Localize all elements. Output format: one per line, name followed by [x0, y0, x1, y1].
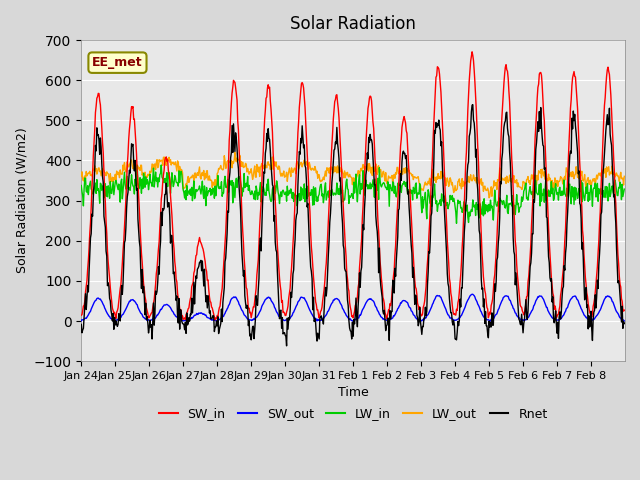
LW_out [289, 169, 297, 175]
LW_in [269, 186, 276, 192]
LW_in [242, 183, 250, 189]
X-axis label: Time: Time [338, 386, 369, 399]
LW_in [452, 220, 460, 226]
Line: SW_in: SW_in [81, 52, 624, 320]
SW_in [440, 153, 447, 158]
LW_in [157, 162, 165, 168]
LW_out [440, 174, 447, 180]
LW_in [620, 186, 628, 192]
LW_in [440, 200, 447, 205]
LW_out [77, 173, 85, 179]
Rnet [241, 293, 249, 299]
Rnet [289, 271, 297, 277]
SW_in [211, 317, 219, 323]
SW_out [620, 318, 628, 324]
SW_in [410, 253, 417, 259]
SW_in [242, 275, 250, 280]
LW_out [269, 154, 276, 160]
Y-axis label: Solar Radiation (W/m2): Solar Radiation (W/m2) [15, 128, 28, 274]
LW_in [410, 184, 417, 190]
SW_out [349, 318, 356, 324]
Rnet [620, 321, 628, 326]
LW_out [231, 150, 239, 156]
SW_in [620, 307, 628, 313]
SW_out [268, 299, 276, 304]
Rnet [77, 322, 85, 327]
LW_out [620, 173, 628, 179]
LW_in [141, 184, 149, 190]
LW_out [485, 195, 493, 201]
Rnet [283, 343, 291, 348]
SW_in [77, 312, 85, 318]
SW_in [289, 240, 297, 246]
SW_out [241, 312, 249, 318]
Text: EE_met: EE_met [92, 56, 143, 69]
Rnet [410, 264, 417, 270]
SW_out [440, 301, 447, 307]
Line: Rnet: Rnet [81, 105, 624, 346]
Line: LW_out: LW_out [81, 153, 624, 198]
Title: Solar Radiation: Solar Radiation [290, 15, 416, 33]
Rnet [440, 195, 447, 201]
SW_out [289, 312, 296, 318]
Legend: SW_in, SW_out, LW_in, LW_out, Rnet: SW_in, SW_out, LW_in, LW_out, Rnet [154, 403, 552, 425]
SW_in [269, 129, 276, 135]
Line: LW_in: LW_in [81, 165, 624, 223]
Line: SW_out: SW_out [81, 294, 624, 321]
LW_in [289, 190, 297, 195]
SW_out [77, 318, 85, 324]
LW_out [410, 177, 417, 182]
LW_in [77, 182, 85, 188]
SW_out [469, 291, 477, 297]
Rnet [268, 172, 276, 178]
LW_out [242, 160, 250, 166]
LW_out [141, 169, 149, 175]
SW_out [141, 316, 149, 322]
SW_out [410, 312, 417, 317]
Rnet [469, 102, 477, 108]
SW_in [141, 294, 149, 300]
SW_in [468, 49, 476, 55]
Rnet [141, 312, 149, 318]
